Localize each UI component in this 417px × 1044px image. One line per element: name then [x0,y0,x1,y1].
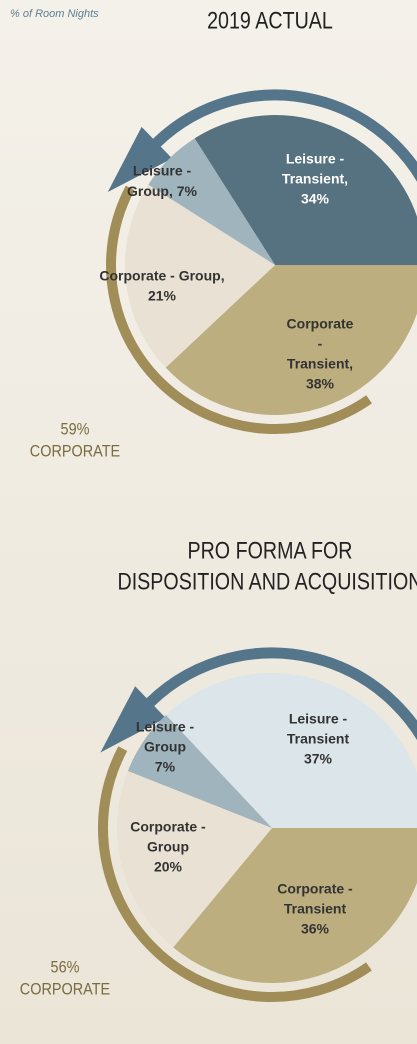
slice-category: Transient [287,731,350,747]
chart-title: PRO FORMA FOR [187,536,352,563]
pie-slice [127,715,272,828]
slice-category: Corporate [287,316,354,332]
slice-label: Group, 7% [127,183,198,199]
slice-category: Group [147,839,189,855]
slice-value: 38% [306,376,335,392]
pie-slice [117,770,272,948]
chart-title: DISPOSITION AND ACQUISITION [118,567,417,594]
annotation: CORPORATE [20,980,110,998]
pie-slice [165,673,417,828]
arrow-head [107,126,173,192]
slice-value: 20% [154,859,183,875]
slice-category: Corporate - [277,881,353,897]
slice-category: Corporate - [130,819,206,835]
annotation: 56% [51,958,80,976]
pie-slice [124,184,275,368]
slice-category: Transient, [282,171,348,187]
annotation: 59% [61,420,90,438]
slice-category: Leisure - [286,151,345,167]
slice-value: 36% [301,921,330,937]
pie-chart: PRO FORMA FOR DISPOSITION AND ACQUISITION… [20,536,417,1002]
slice-category: - [318,336,323,352]
slice-value: 7% [177,183,198,199]
slice-value: 37% [304,751,333,767]
pie-chart: 2019 ACTUAL Leisure - Transient, 34% Corpora… [30,6,417,461]
slice-category: Group [144,739,186,755]
leisure-arc [144,89,417,183]
pie-slice [148,138,275,265]
slice-category: Corporate - Group, [99,268,224,284]
chart-title: 2019 ACTUAL [207,6,333,33]
slice-category: Transient [284,901,347,917]
subtitle: % of Room Nights [10,8,99,20]
leisure-arc [137,647,417,741]
slice-category: Group, [127,183,173,199]
corporate-arc [98,746,372,1002]
slice-category: Leisure - [136,719,195,735]
slice-category: Transient, [287,356,353,372]
arrow-head [100,686,166,753]
slice-category: Leisure - [133,163,192,179]
pie-slice [173,828,417,983]
slice-value: 21% [148,288,177,304]
slice-value: 34% [301,191,330,207]
slice-value: 7% [155,759,176,775]
slice-category: Leisure - [289,711,348,727]
annotation: CORPORATE [30,442,120,460]
corporate-arc [106,185,372,434]
pie-slice [194,115,417,265]
pie-slice [165,265,417,415]
